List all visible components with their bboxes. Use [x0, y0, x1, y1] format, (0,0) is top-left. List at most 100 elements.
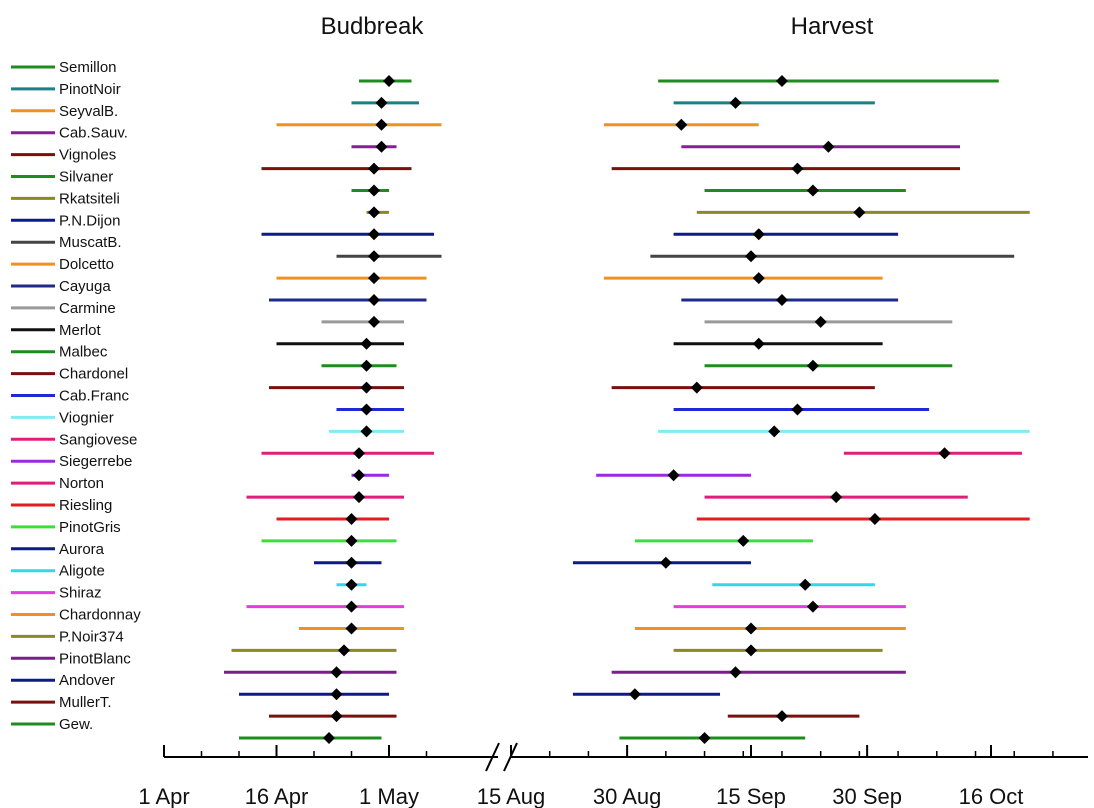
legend-label: Carmine	[59, 300, 116, 317]
harvest-mean-marker	[752, 337, 765, 350]
budbreak-panel-title: Budbreak	[321, 13, 425, 40]
harvest-mean-marker	[737, 534, 750, 547]
x-tick-label: 15 Sep	[716, 784, 786, 808]
legend-label: Dolcetto	[59, 256, 114, 273]
budbreak-mean-marker	[323, 732, 335, 744]
x-tick-label: 15 Aug	[477, 784, 546, 808]
legend-label: Riesling	[59, 497, 112, 514]
legend-label: Sangiovese	[59, 431, 137, 448]
harvest-mean-marker	[775, 710, 788, 723]
harvest-mean-marker	[806, 600, 819, 613]
harvest-mean-marker	[667, 469, 680, 482]
legend-label: Cab.Franc	[59, 388, 130, 405]
legend-label: Aurora	[59, 541, 105, 558]
budbreak-mean-marker	[330, 666, 343, 679]
harvest-mean-marker	[675, 118, 688, 131]
budbreak-mean-marker	[375, 118, 388, 131]
legend-label: Shiraz	[59, 585, 102, 602]
budbreak-mean-marker	[368, 315, 380, 328]
legend-label: Rkatsiteli	[59, 190, 120, 207]
legend-label: PinotBlanc	[59, 650, 131, 667]
budbreak-mean-marker	[345, 534, 358, 547]
harvest-mean-marker	[752, 272, 765, 285]
budbreak-mean-marker	[360, 425, 373, 438]
budbreak-mean-marker	[345, 622, 358, 635]
x-tick-label: 30 Sep	[832, 784, 902, 808]
budbreak-mean-marker	[330, 710, 343, 723]
legend-label: Merlot	[59, 322, 102, 339]
harvest-mean-marker	[868, 513, 881, 525]
budbreak-mean-marker	[368, 250, 380, 263]
harvest-mean-marker	[745, 644, 757, 657]
harvest-mean-marker	[768, 425, 781, 438]
harvest-mean-marker	[752, 228, 765, 241]
legend-label: P.N.Dijon	[59, 212, 120, 229]
budbreak-mean-marker	[353, 491, 365, 504]
budbreak-mean-marker	[353, 469, 365, 482]
budbreak-mean-marker	[330, 688, 343, 701]
legend-label: Cayuga	[59, 278, 111, 295]
budbreak-mean-marker	[345, 600, 358, 613]
harvest-mean-marker	[791, 162, 804, 175]
legend-label: Chardonel	[59, 366, 128, 383]
legend-label: MullerT.	[59, 694, 112, 711]
legend-label: PinotGris	[59, 519, 121, 536]
harvest-mean-marker	[791, 403, 804, 416]
legend-label: P.Noir374	[59, 628, 124, 645]
x-tick-label: 1 May	[359, 784, 419, 808]
harvest-mean-marker	[690, 381, 703, 394]
harvest-mean-marker	[799, 578, 812, 591]
legend-label: Silvaner	[59, 169, 113, 186]
budbreak-mean-marker	[368, 272, 380, 285]
x-tick-label: 30 Aug	[593, 784, 662, 808]
harvest-mean-marker	[775, 294, 788, 306]
budbreak-mean-marker	[345, 578, 358, 591]
budbreak-mean-marker	[368, 294, 380, 306]
harvest-mean-marker	[830, 491, 843, 504]
legend-label: Viognier	[59, 409, 114, 426]
legend-label: Siegerrebe	[59, 453, 132, 470]
harvest-mean-marker	[698, 732, 711, 744]
legend-label: SeyvalB.	[59, 103, 118, 120]
budbreak-mean-marker	[383, 75, 395, 87]
budbreak-mean-marker	[345, 556, 358, 569]
axis-break-mark	[485, 742, 500, 772]
legend-label: PinotNoir	[59, 81, 121, 98]
plot-area	[224, 75, 1030, 744]
x-tick-label: 1 Apr	[138, 784, 189, 808]
legend-label: MuscatB.	[59, 234, 122, 251]
harvest-mean-marker	[806, 359, 819, 372]
harvest-mean-marker	[729, 666, 742, 679]
harvest-mean-marker	[745, 250, 757, 263]
legend-label: Semillon	[59, 59, 117, 76]
legend-label: Chardonnay	[59, 607, 141, 624]
legend: Semillon PinotNoir SeyvalB. Cab.Sauv. Vignol…	[11, 59, 141, 733]
legend-label: Norton	[59, 475, 104, 492]
harvest-mean-marker	[659, 556, 672, 569]
harvest-mean-marker	[822, 140, 835, 153]
legend-label: Gew.	[59, 716, 93, 733]
budbreak-mean-marker	[360, 381, 373, 394]
budbreak-mean-marker	[375, 140, 388, 153]
budbreak-mean-marker	[345, 513, 358, 525]
budbreak-mean-marker	[368, 228, 380, 241]
x-tick-label: 16 Oct	[959, 784, 1024, 808]
budbreak-mean-marker	[360, 403, 373, 416]
legend-label: Andover	[59, 672, 115, 689]
budbreak-mean-marker	[368, 184, 380, 197]
harvest-mean-marker	[938, 447, 951, 460]
harvest-panel-title: Harvest	[791, 13, 874, 40]
harvest-mean-marker	[853, 206, 866, 219]
budbreak-mean-marker	[338, 644, 350, 657]
x-axis: 1 Apr 16 Apr 1 May 15 Aug 30 Aug 15 Sep 30 Sep…	[138, 742, 1088, 808]
legend-label: Vignoles	[59, 147, 116, 164]
budbreak-mean-marker	[360, 359, 373, 372]
budbreak-mean-marker	[375, 96, 388, 109]
harvest-mean-marker	[814, 315, 827, 328]
harvest-mean-marker	[775, 75, 788, 87]
budbreak-mean-marker	[368, 206, 380, 219]
harvest-mean-marker	[745, 622, 757, 635]
harvest-mean-marker	[806, 184, 819, 197]
budbreak-mean-marker	[368, 162, 380, 175]
legend-label: Aligote	[59, 563, 105, 580]
